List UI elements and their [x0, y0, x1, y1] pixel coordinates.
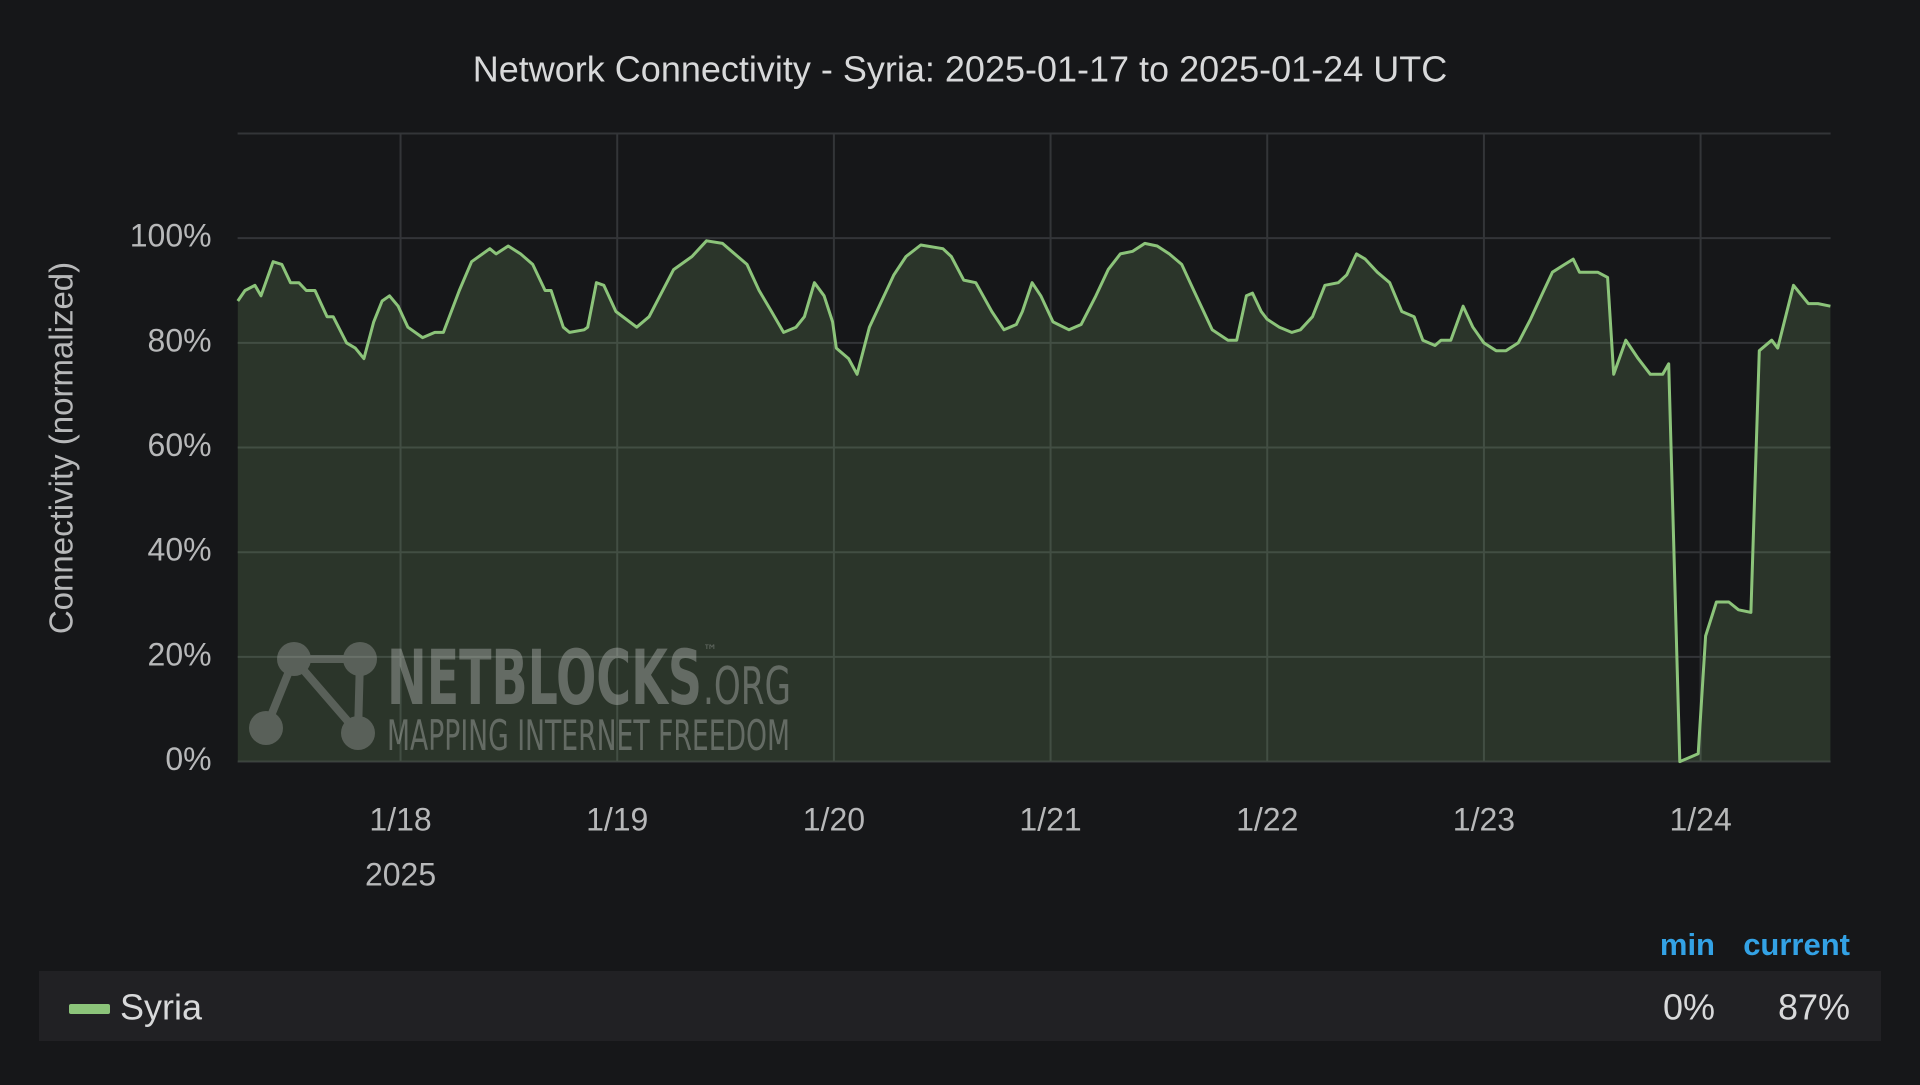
- y-tick-label: 60%: [148, 427, 212, 463]
- legend-label: Syria: [120, 987, 203, 1028]
- y-tick-label: 40%: [148, 532, 212, 568]
- watermark-suffix: .ORG: [703, 657, 791, 717]
- x-tick-label: 1/23: [1453, 801, 1515, 837]
- watermark-name: NETBLOCKS: [387, 633, 702, 722]
- y-tick-label: 80%: [148, 322, 212, 358]
- legend-swatch: [69, 1004, 110, 1014]
- x-tick-label: 1/18: [369, 801, 431, 837]
- watermark-tagline: MAPPING INTERNET FREEDOM: [387, 711, 790, 760]
- x-tick-label: 1/19: [586, 801, 648, 837]
- logo-dot: [343, 642, 377, 676]
- area-fill: [237, 240, 1831, 762]
- legend-stat-value: 87%: [1778, 987, 1850, 1028]
- x-tick-label: 1/21: [1019, 801, 1081, 837]
- y-tick-label: 0%: [165, 741, 211, 777]
- logo-lines: [262, 651, 365, 736]
- legend-bar: [39, 971, 1881, 1041]
- y-tick-label: 20%: [148, 636, 212, 672]
- legend-stat-header: current: [1743, 927, 1850, 962]
- grid: [237, 132, 1831, 763]
- x-tick-label: 1/24: [1669, 801, 1731, 837]
- x-tick-label: 1/22: [1236, 801, 1298, 837]
- x-year-label: 2025: [365, 856, 436, 892]
- logo-dot: [341, 716, 375, 750]
- logo-dot: [277, 642, 311, 676]
- watermark: NETBLOCKS .ORG ™ MAPPING INTERNET FREEDO…: [249, 633, 791, 760]
- y-axis-label: Connectivity (normalized): [43, 262, 80, 634]
- y-tick-label: 100%: [130, 218, 212, 254]
- series-line: [236, 239, 1831, 764]
- legend-stat-header: min: [1660, 927, 1715, 962]
- watermark-tm: ™: [703, 641, 717, 660]
- x-tick-label: 1/20: [803, 801, 865, 837]
- logo-dot: [249, 711, 283, 745]
- chart-title: Network Connectivity - Syria: 2025-01-17…: [473, 49, 1447, 90]
- legend-stat-value: 0%: [1663, 987, 1715, 1028]
